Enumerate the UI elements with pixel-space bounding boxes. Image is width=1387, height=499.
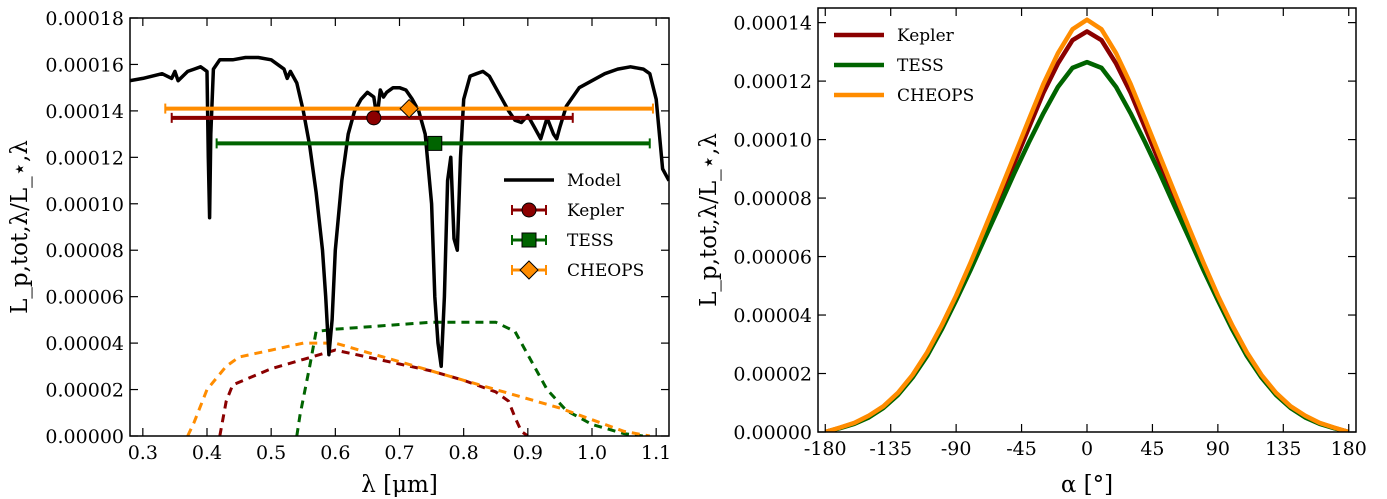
x-tick-label: 45 (1140, 438, 1164, 460)
y-tick-label: 0.00016 (45, 54, 124, 76)
x-tick-label: 1.1 (641, 442, 671, 464)
legend-label-kepler: Kepler (567, 201, 625, 221)
band-marker-cheops (399, 98, 419, 119)
x-tick-label: 0.4 (192, 442, 222, 464)
x-axis-label: λ [μm] (361, 472, 438, 498)
legend-item-tess: TESS (834, 56, 944, 76)
y-tick-label: 0.00002 (733, 364, 812, 386)
response-curve-tess (295, 320, 644, 436)
y-tick-label: 0.00010 (45, 194, 124, 216)
plot-frame (129, 17, 670, 437)
legend-item-kepler: Kepler (834, 26, 955, 46)
x-axis-label: α [°] (1061, 472, 1113, 498)
plot-area (130, 55, 669, 436)
y-tick-label: 0.00018 (45, 8, 124, 30)
x-tick-label: 180 (1331, 438, 1367, 460)
band-tess (215, 135, 651, 151)
phase-curve-panel: -180 -135 -90 -45 0 45 90 135 180 0.00000 0.00002 0… (696, 7, 1367, 498)
y-tick-label: 0.00002 (45, 380, 124, 402)
band-marker-tess (427, 135, 443, 151)
x-tick-label: 0.7 (384, 442, 414, 464)
legend-label-model: Model (567, 171, 621, 191)
x-tick-label: 135 (1265, 438, 1301, 460)
y-tick-label: 0.00014 (733, 13, 812, 35)
x-tick-label: -180 (804, 438, 847, 460)
band-marker-kepler (366, 110, 382, 126)
legend-right: Kepler TESS CHEOPS (834, 26, 974, 106)
legend-marker-tess (521, 232, 537, 248)
band-kepler (170, 110, 574, 126)
legend-label-cheops: CHEOPS (897, 86, 974, 106)
legend-marker-cheops (519, 260, 539, 280)
x-tick-label: -90 (941, 438, 972, 460)
x-tick-label: 1.0 (577, 442, 607, 464)
phase-line-tess (824, 59, 1350, 432)
model-spectrum-line (130, 55, 669, 369)
x-tick-label: -135 (869, 438, 912, 460)
y-tick-label: 0.00006 (733, 247, 812, 269)
x-tick-label: 0.9 (513, 442, 543, 464)
x-tick-label: 0.3 (128, 442, 158, 464)
legend-label-tess: TESS (567, 231, 614, 251)
y-tick-label: 0.00000 (733, 422, 812, 444)
legend-item-model: Model (504, 171, 621, 191)
phase-line-cheops (824, 17, 1350, 432)
y-tick-label: 0.00010 (733, 130, 812, 152)
y-tick-label: 0.00012 (733, 71, 812, 93)
legend-label-tess: TESS (897, 56, 944, 76)
legend-marker-kepler (521, 202, 537, 218)
response-curve-cheops (186, 341, 651, 436)
plot-area (824, 17, 1350, 432)
x-tick-label: -45 (1006, 438, 1037, 460)
band-cheops (164, 98, 654, 119)
x-tick-label: 0.8 (449, 442, 479, 464)
legend-label-cheops: CHEOPS (567, 261, 644, 281)
x-tick-label: 0.6 (320, 442, 350, 464)
y-tick-label: 0.00004 (733, 305, 812, 327)
legend-item-tess: TESS (511, 231, 614, 251)
legend-label-kepler: Kepler (897, 26, 955, 46)
y-axis-label: L_p,tot,λ/L_⋆,λ (7, 140, 33, 314)
x-tick-label: 0 (1081, 438, 1093, 460)
y-tick-label: 0.00000 (45, 426, 124, 448)
y-axis-label: L_p,tot,λ/L_⋆,λ (696, 133, 722, 307)
legend-item-cheops: CHEOPS (511, 260, 644, 281)
legend-left: Model Kepler TESS CHEOPS (504, 171, 644, 281)
spectrum-panel: 0.3 0.4 0.5 0.6 0.7 0.8 0.9 1.0 1.1 0.00000 0.0000… (7, 8, 671, 498)
y-tick-label: 0.00014 (45, 101, 124, 123)
legend-item-cheops: CHEOPS (834, 86, 974, 106)
x-tick-label: 0.5 (256, 442, 286, 464)
y-tick-label: 0.00004 (45, 333, 124, 355)
y-tick-label: 0.00008 (733, 188, 812, 210)
y-tick-label: 0.00012 (45, 147, 124, 169)
x-tick-label: 90 (1206, 438, 1230, 460)
y-tick-label: 0.00006 (45, 287, 124, 309)
response-curve-kepler (218, 348, 529, 436)
y-tick-label: 0.00008 (45, 240, 124, 262)
legend-item-kepler: Kepler (511, 201, 625, 221)
